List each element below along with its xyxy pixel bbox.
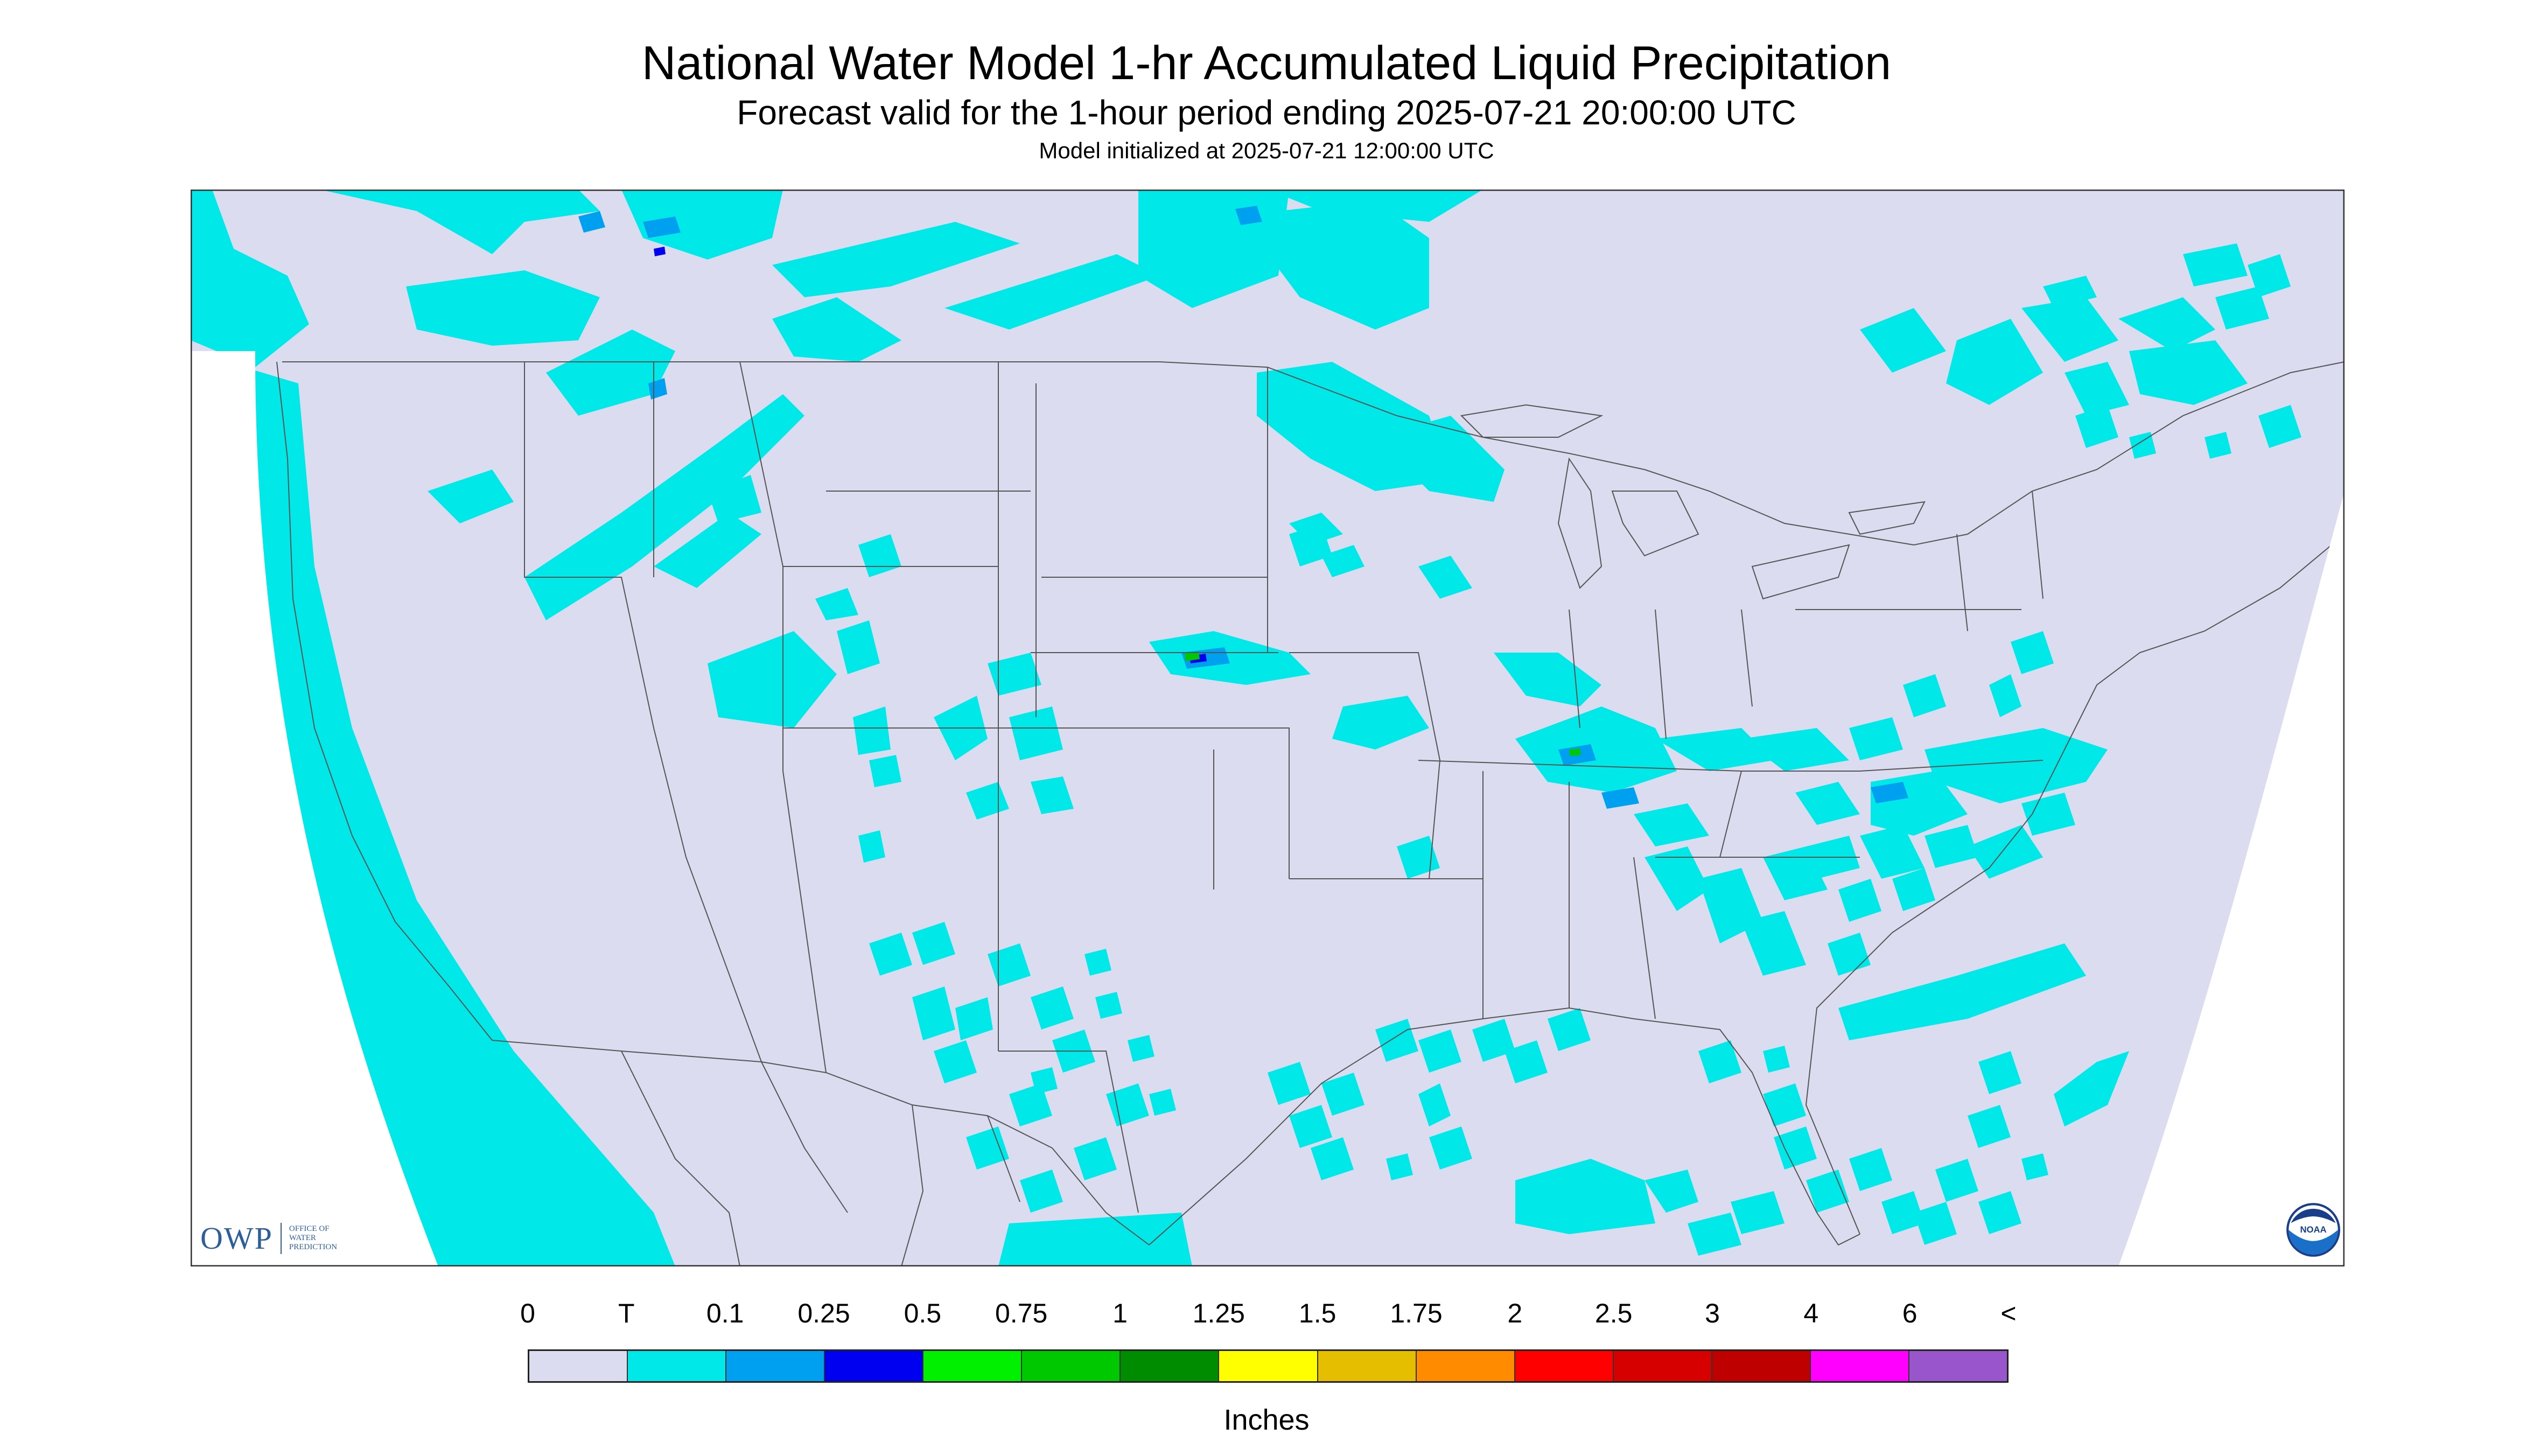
map-frame — [191, 190, 2345, 1266]
legend-label: 0.5 — [904, 1298, 942, 1328]
color-legend-bar — [528, 1349, 2009, 1383]
legend-swatch — [825, 1351, 924, 1381]
legend-label: 0.1 — [706, 1298, 744, 1328]
model-init-line: Model initialized at 2025-07-21 12:00:00… — [1039, 138, 1494, 163]
legend-swatch — [1219, 1351, 1318, 1381]
legend-swatch — [1810, 1351, 1909, 1381]
map-subtitle: Forecast valid for the 1-hour period end… — [737, 93, 1796, 132]
map-title: National Water Model 1-hr Accumulated Li… — [641, 36, 1892, 89]
legend-label: 1.25 — [1192, 1298, 1245, 1328]
noaa-logo-text: NOAA — [2300, 1224, 2327, 1235]
legend-label: 2.5 — [1594, 1298, 1633, 1328]
precipitation-map — [191, 190, 2345, 1266]
legend-label: 0.25 — [797, 1298, 850, 1328]
legend-label: 0.75 — [995, 1298, 1048, 1328]
legend-swatch — [1515, 1351, 1614, 1381]
legend-swatch — [923, 1351, 1023, 1381]
legend-units: Inches — [1223, 1404, 1310, 1436]
state-and-country-borders — [276, 361, 2345, 1266]
legend-label: 4 — [1803, 1298, 1819, 1328]
legend-label: 2 — [1507, 1298, 1523, 1328]
legend-label: 1.75 — [1390, 1298, 1443, 1328]
owp-logo: OWP OFFICE OF WATER PREDICTION — [200, 1220, 337, 1256]
owp-logo-line: OFFICE OF — [289, 1224, 330, 1233]
legend-label: 0 — [520, 1298, 535, 1328]
legend-labels: 0 T 0.1 0.25 0.5 0.75 1 1.25 1.5 1.75 2 2.5 3 4 6 < — [0, 1298, 2533, 1341]
legend-swatch — [1121, 1351, 1220, 1381]
legend-swatch — [1909, 1351, 2007, 1381]
legend-swatch — [1318, 1351, 1417, 1381]
legend-label: 1 — [1112, 1298, 1128, 1328]
owp-logo-mark: OWP — [200, 1221, 273, 1256]
precip-heavy-areas — [1185, 652, 1581, 756]
noaa-logo: NOAA — [2286, 1203, 2340, 1257]
owp-logo-separator — [280, 1222, 282, 1254]
legend-swatch — [726, 1351, 825, 1381]
legend-label: T — [618, 1298, 635, 1328]
legend-swatch — [1416, 1351, 1515, 1381]
legend-label: < — [2000, 1298, 2017, 1328]
legend-swatch — [529, 1351, 628, 1381]
legend-label: 1.5 — [1298, 1298, 1337, 1328]
legend-label: 6 — [1902, 1298, 1918, 1328]
legend-swatch — [1022, 1351, 1121, 1381]
owp-logo-text: OFFICE OF WATER PREDICTION — [289, 1224, 337, 1252]
legend-swatch — [1712, 1351, 1811, 1381]
owp-logo-line: PREDICTION — [289, 1243, 338, 1251]
owp-logo-line: WATER — [289, 1234, 316, 1242]
legend-swatch — [628, 1351, 727, 1381]
legend-swatch — [1613, 1351, 1712, 1381]
legend-label: 3 — [1705, 1298, 1720, 1328]
